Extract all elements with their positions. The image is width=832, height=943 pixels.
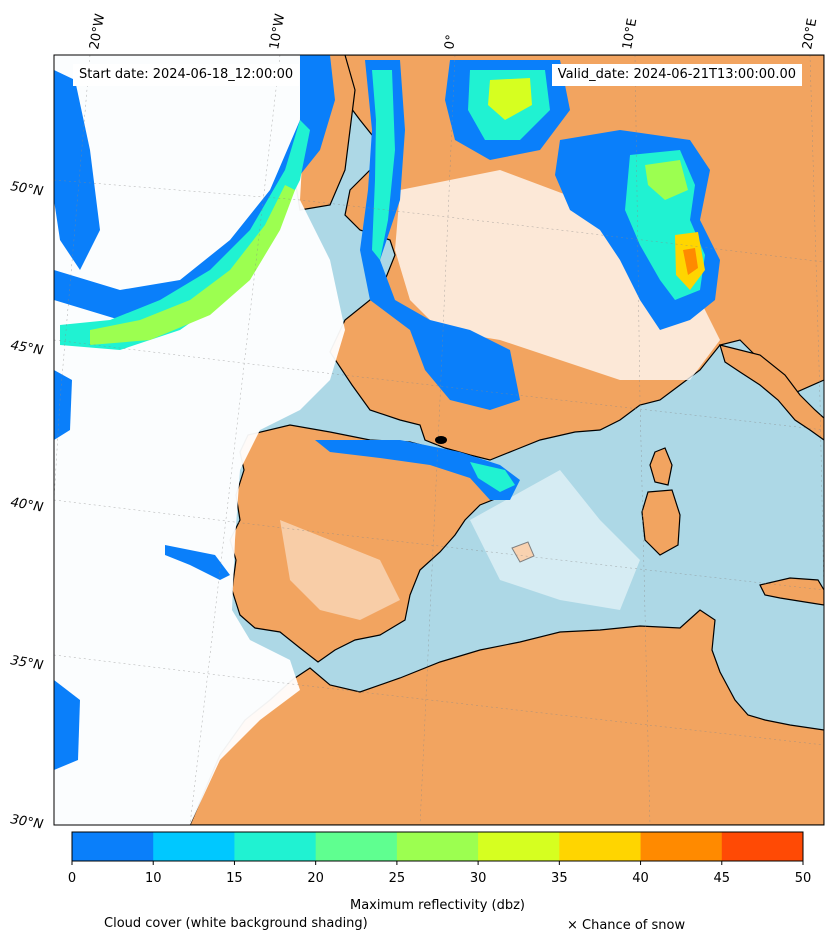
colorbar-segment — [478, 832, 560, 861]
colorbar-segment — [721, 832, 804, 861]
reflectivity-west-lower — [54, 370, 72, 440]
cloud-cover-atlantic — [54, 55, 345, 825]
colorbar-tick-label: 10 — [145, 871, 162, 886]
lat-label: 30°N — [9, 812, 44, 833]
reflectivity-central-peak-3 — [683, 248, 698, 275]
cloud-cover-med — [470, 470, 640, 610]
latitude-labels: 50°N 45°N 40°N 35°N 30°N — [9, 179, 44, 833]
cloud-cover-europe — [395, 170, 720, 380]
lat-label: 40°N — [9, 495, 44, 516]
colorbar-segment — [315, 832, 398, 861]
colorbar-title: Maximum reflectivity (dbz) — [350, 898, 525, 913]
reflectivity-central-peak-1 — [645, 160, 688, 200]
reflectivity-biscay — [360, 60, 520, 410]
reflectivity-west-edge — [54, 70, 100, 270]
reflectivity-west-south — [54, 680, 80, 770]
lat-label: 50°N — [9, 179, 44, 200]
colorbar-segment — [396, 832, 479, 861]
snow-caption: × Chance of snow — [567, 918, 686, 933]
colorbar-tick-label: 35 — [551, 871, 568, 886]
lat-label: 35°N — [9, 653, 44, 674]
reflectivity-pyrenees — [315, 440, 520, 500]
lon-label: 20°E — [800, 17, 820, 50]
colorbar-segment — [559, 832, 642, 861]
snow-marker — [435, 436, 447, 444]
lon-label: 0° — [442, 34, 459, 51]
colorbar-segment — [153, 832, 235, 861]
cloud-cover-iberia — [280, 520, 400, 620]
longitude-labels: 20°W 10°W 0° 10°E 20°E — [87, 13, 820, 51]
colorbar: 0 10 15 20 25 30 35 40 45 50 — [68, 831, 812, 886]
cloud-cover-caption: Cloud cover (white background shading) — [104, 916, 368, 931]
colorbar-segment — [72, 832, 154, 861]
reflectivity-northsea-peak — [488, 78, 532, 120]
reflectivity-iberia-west — [165, 545, 230, 580]
colorbar-tick-label: 45 — [714, 871, 731, 886]
colorbar-tick-label: 50 — [795, 871, 812, 886]
lon-label: 10°W — [267, 13, 288, 51]
reflectivity-biscay-core — [372, 70, 395, 260]
map-frame — [53, 54, 825, 826]
colorbar-tick-label: 0 — [68, 871, 76, 886]
graticule — [54, 55, 824, 825]
colorbar-tick-label: 20 — [307, 871, 324, 886]
start-date-label: Start date: 2024-06-18_12:00:00 — [73, 64, 300, 86]
reflectivity-pyrenees-core — [470, 462, 515, 492]
lon-label: 10°E — [620, 17, 640, 50]
colorbar-segment — [234, 832, 317, 861]
colorbar-frame — [71, 831, 804, 862]
valid-date-label: Valid_date: 2024-06-21T13:00:00.00 — [551, 64, 802, 86]
colorbar-tick-label: 40 — [632, 871, 649, 886]
map-panel — [54, 55, 824, 825]
colorbar-tick-label: 25 — [389, 871, 406, 886]
land-italy — [719, 344, 824, 441]
reflectivity-band-atlantic-peak — [90, 185, 295, 345]
land-corsica — [649, 447, 673, 486]
colorbar-tick-label: 30 — [470, 871, 487, 886]
lon-label: 20°W — [87, 13, 108, 51]
colorbar-segment — [640, 832, 723, 861]
lat-label: 45°N — [9, 338, 44, 359]
colorbar-tick-label: 15 — [226, 871, 243, 886]
